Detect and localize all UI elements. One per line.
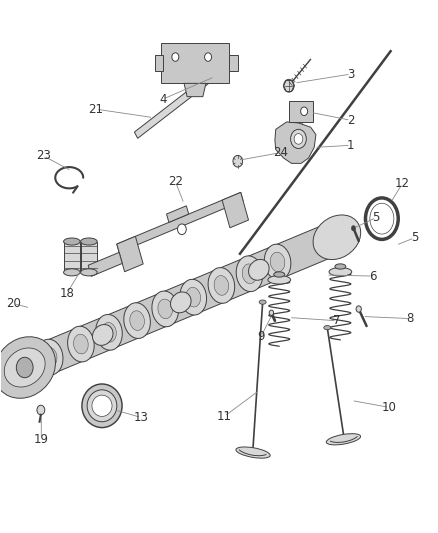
Text: 19: 19 [34,433,49,446]
Circle shape [290,130,306,149]
Polygon shape [81,241,97,272]
Ellipse shape [335,264,346,269]
Ellipse shape [170,292,191,313]
Text: 21: 21 [88,103,103,116]
Text: 22: 22 [168,175,183,188]
Ellipse shape [42,348,57,367]
Text: 9: 9 [257,330,265,343]
Ellipse shape [67,326,94,362]
Ellipse shape [329,268,352,276]
Polygon shape [166,206,189,222]
Polygon shape [134,75,212,139]
Circle shape [356,306,361,312]
Ellipse shape [82,384,122,427]
Polygon shape [88,252,122,276]
Polygon shape [117,192,243,252]
Text: 4: 4 [159,93,167,106]
Ellipse shape [4,348,45,387]
Text: 13: 13 [134,411,149,424]
Ellipse shape [158,299,173,319]
FancyBboxPatch shape [161,44,229,83]
Ellipse shape [259,300,266,304]
Ellipse shape [102,322,117,342]
Text: 1: 1 [347,139,355,152]
Circle shape [205,53,212,61]
Ellipse shape [249,260,269,280]
Ellipse shape [313,215,361,260]
FancyBboxPatch shape [229,55,237,71]
Circle shape [351,225,356,231]
Polygon shape [222,192,248,228]
Text: 2: 2 [347,114,355,127]
Ellipse shape [180,279,207,315]
Ellipse shape [324,326,331,330]
Text: 10: 10 [382,401,397,414]
Circle shape [269,310,274,316]
FancyBboxPatch shape [155,55,163,71]
Polygon shape [20,221,341,384]
Polygon shape [117,236,143,272]
Ellipse shape [370,203,394,234]
Ellipse shape [74,334,88,354]
Text: 3: 3 [347,68,354,80]
Ellipse shape [14,357,35,378]
Ellipse shape [268,276,290,284]
Ellipse shape [96,314,122,350]
Polygon shape [64,241,80,272]
Ellipse shape [186,287,201,307]
Ellipse shape [130,311,145,330]
Text: 7: 7 [333,314,341,327]
Ellipse shape [326,434,360,445]
Circle shape [177,224,186,235]
Ellipse shape [81,269,97,276]
Polygon shape [275,122,316,164]
Ellipse shape [0,337,56,398]
Ellipse shape [64,238,80,245]
Text: 24: 24 [272,146,288,159]
Circle shape [16,357,33,378]
Ellipse shape [64,269,80,276]
Ellipse shape [92,395,112,416]
Text: 20: 20 [7,297,21,310]
Ellipse shape [208,268,235,303]
Ellipse shape [36,339,63,375]
Ellipse shape [242,264,257,284]
Polygon shape [184,83,206,96]
Circle shape [284,79,294,92]
Ellipse shape [81,238,97,245]
Circle shape [233,156,243,167]
Circle shape [172,53,179,61]
Text: 12: 12 [395,177,410,190]
Text: 23: 23 [36,149,51,163]
Ellipse shape [124,303,150,338]
Ellipse shape [236,256,263,292]
Text: 5: 5 [372,211,380,224]
FancyBboxPatch shape [289,101,313,122]
Ellipse shape [264,244,291,280]
Ellipse shape [365,198,398,239]
Ellipse shape [92,325,113,345]
Text: 11: 11 [217,410,232,423]
Text: 8: 8 [406,312,414,325]
Circle shape [294,134,303,144]
Text: 5: 5 [411,231,418,244]
Circle shape [37,405,45,415]
Text: 18: 18 [60,287,74,300]
Ellipse shape [327,227,347,248]
Ellipse shape [87,390,117,422]
Ellipse shape [270,252,285,272]
Ellipse shape [274,272,285,277]
Ellipse shape [152,291,178,327]
Text: 6: 6 [369,270,376,282]
Ellipse shape [214,276,229,295]
Ellipse shape [236,447,270,458]
Circle shape [300,107,307,116]
